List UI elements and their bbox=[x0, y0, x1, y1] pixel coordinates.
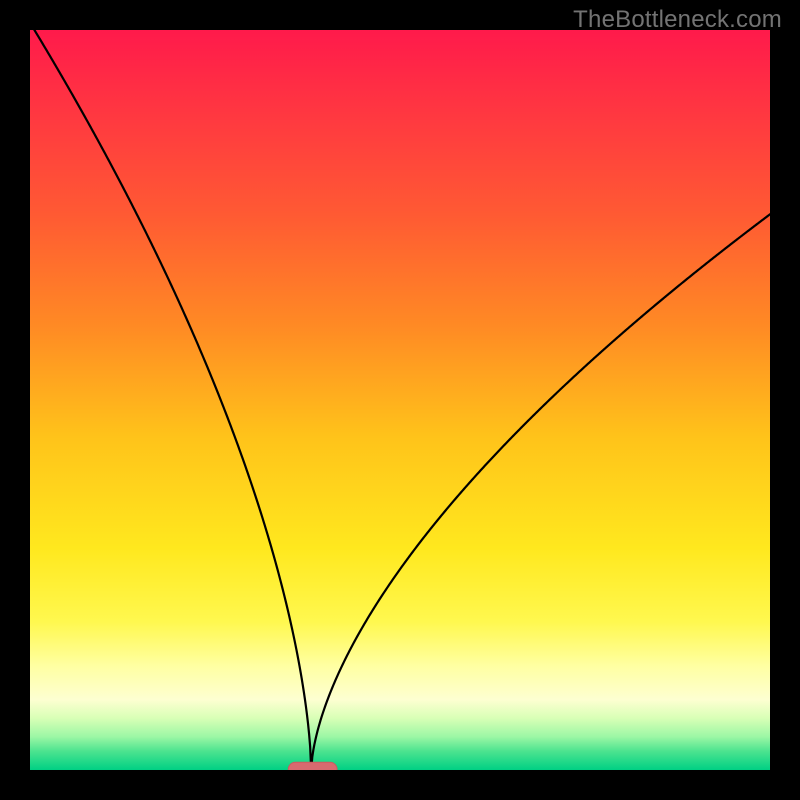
chart-frame: TheBottleneck.com bbox=[0, 0, 800, 800]
plot-svg bbox=[30, 30, 770, 770]
plot-area bbox=[30, 30, 770, 770]
minimum-marker bbox=[288, 762, 337, 770]
gradient-background bbox=[30, 30, 770, 770]
